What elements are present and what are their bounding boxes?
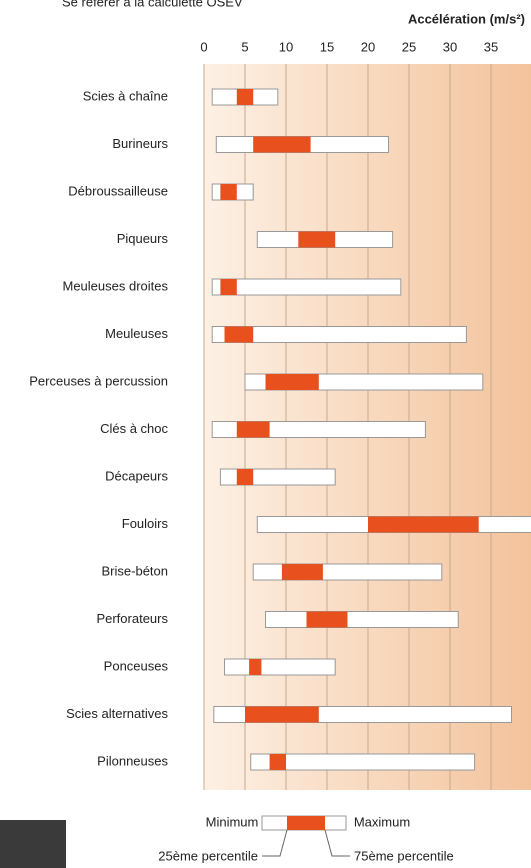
iqr-bar xyxy=(253,137,310,153)
x-tick-label: 10 xyxy=(279,39,293,54)
legend-label: Minimum xyxy=(206,814,259,829)
x-tick-label: 25 xyxy=(402,39,416,54)
range-bar xyxy=(266,612,459,628)
chart: Se référer à la calculette OSEV Accéléra… xyxy=(0,0,531,868)
chart-subtitle: Se référer à la calculette OSEV xyxy=(62,0,243,9)
iqr-bar xyxy=(298,232,335,248)
legend-label: 75ème percentile xyxy=(354,848,454,863)
iqr-bar xyxy=(307,612,348,628)
x-tick-label: 0 xyxy=(200,39,207,54)
category-label: Piqueurs xyxy=(117,231,169,246)
legend-iqr xyxy=(287,816,325,830)
category-label: Meuleuses xyxy=(105,326,168,341)
category-label: Perceuses à percussion xyxy=(29,373,168,388)
iqr-bar xyxy=(282,564,323,580)
iqr-bar xyxy=(368,517,479,533)
iqr-bar xyxy=(237,469,253,485)
iqr-bar xyxy=(225,327,254,343)
iqr-bar xyxy=(249,659,261,675)
category-label: Décapeurs xyxy=(105,468,168,483)
category-label: Fouloirs xyxy=(122,516,169,531)
iqr-bar xyxy=(245,707,319,723)
legend-pointer xyxy=(325,830,350,856)
x-tick-label: 30 xyxy=(443,39,457,54)
x-tick-label: 5 xyxy=(241,39,248,54)
iqr-bar xyxy=(266,374,319,390)
category-label: Burineurs xyxy=(112,136,168,151)
range-bar xyxy=(253,564,442,580)
category-label: Scies alternatives xyxy=(66,706,168,721)
iqr-bar xyxy=(220,184,236,200)
legend-pointer xyxy=(262,830,287,856)
category-label: Clés à choc xyxy=(100,421,168,436)
category-label: Meuleuses droites xyxy=(63,278,169,293)
page: Se référer à la calculette OSEV Accéléra… xyxy=(0,0,531,868)
chart-title: Accélération (m/s²) xyxy=(408,11,525,26)
iqr-bar xyxy=(237,89,253,105)
legend-label: Maximum xyxy=(354,814,410,829)
iqr-bar xyxy=(270,754,286,770)
x-tick-label: 15 xyxy=(320,39,334,54)
iqr-bar xyxy=(237,422,270,438)
iqr-bar xyxy=(220,279,236,295)
category-label: Perforateurs xyxy=(96,611,168,626)
legend-label: 25ème percentile xyxy=(158,848,258,863)
x-tick-label: 20 xyxy=(361,39,375,54)
x-tick-label: 35 xyxy=(484,39,498,54)
category-label: Débroussailleuse xyxy=(68,183,168,198)
category-label: Brise-béton xyxy=(102,563,168,578)
logo-block xyxy=(0,820,66,868)
range-bar xyxy=(225,659,336,675)
category-label: Ponceuses xyxy=(104,658,169,673)
category-label: Scies à chaîne xyxy=(83,88,168,103)
range-bar xyxy=(212,279,401,295)
category-label: Pilonneuses xyxy=(97,753,168,768)
